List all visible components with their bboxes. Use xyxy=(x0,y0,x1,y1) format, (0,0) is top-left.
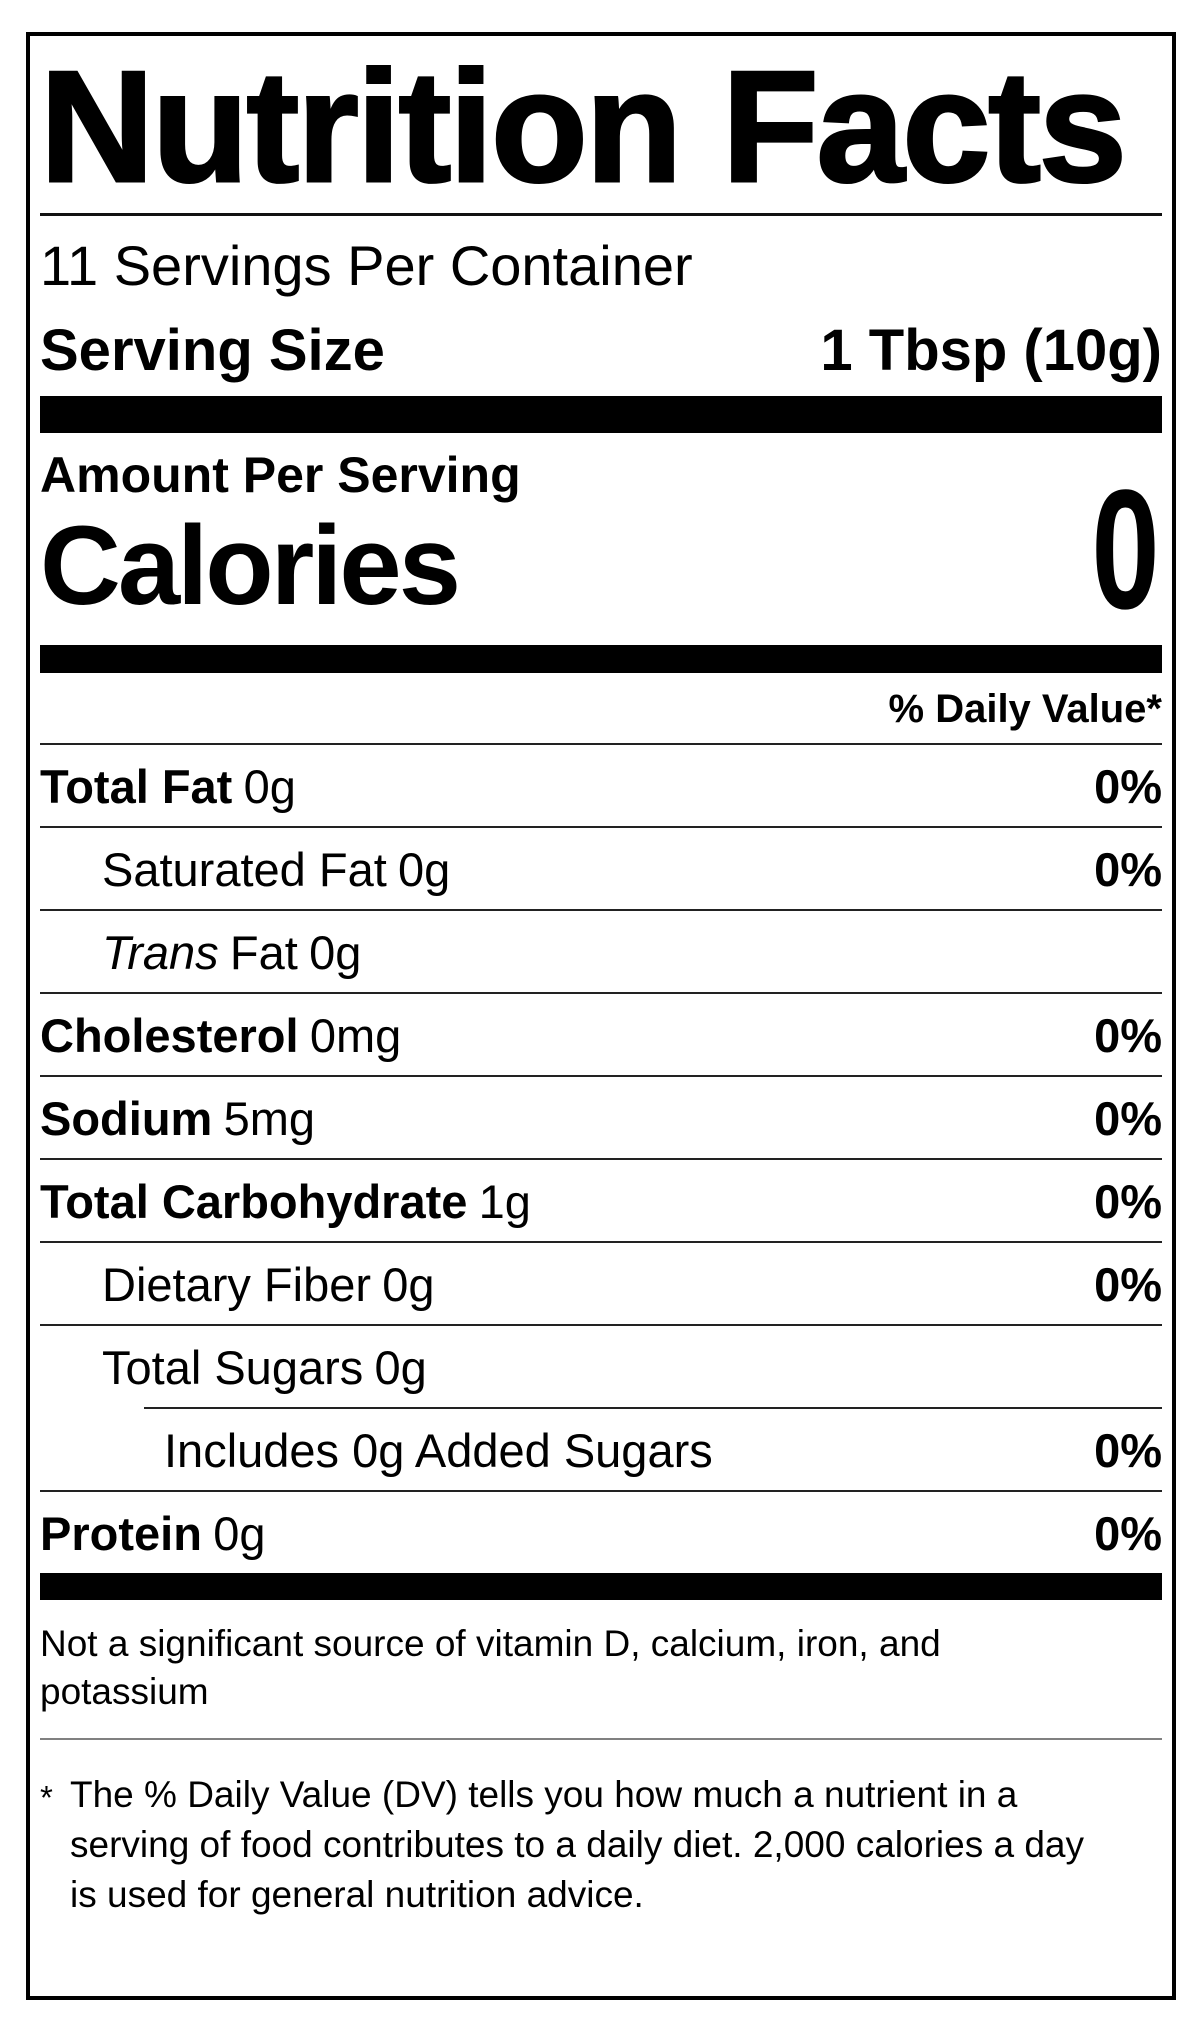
nutrient-name: Protein xyxy=(40,1506,202,1560)
nutrient-amount: 0g xyxy=(243,759,296,813)
nutrient-name: Sodium xyxy=(40,1091,213,1145)
nutrient-row: Dietary Fiber 0g 0% xyxy=(40,1240,1162,1324)
nutrition-label: Nutrition Facts 11 Servings Per Containe… xyxy=(26,32,1176,2000)
nutrient-daily-value: 0% xyxy=(1094,1423,1162,1477)
nutrient-name: Includes 0g Added Sugars xyxy=(164,1423,713,1477)
not-significant-note: Not a significant source of vitamin D, c… xyxy=(40,1622,941,1712)
nutrient-label-group: Total Sugars 0g xyxy=(102,1341,427,1394)
nutrient-name: Total Sugars xyxy=(102,1340,364,1394)
nutrient-label-group: Sodium 5mg xyxy=(40,1092,315,1145)
label-title: Nutrition Facts xyxy=(39,39,1129,215)
nutrient-amount: 0g xyxy=(213,1506,266,1560)
nutrient-label-group: Total Carbohydrate 1g xyxy=(40,1175,531,1228)
nutrient-name: Total Carbohydrate xyxy=(40,1174,468,1228)
title-rule xyxy=(40,212,1162,216)
nutrient-row: Sodium 5mg 0% xyxy=(40,1074,1162,1158)
footnote-marker: * xyxy=(40,1778,53,1816)
servings-per-container: 11 Servings Per Container xyxy=(40,233,693,297)
serving-size-value: 1 Tbsp (10g) xyxy=(820,318,1162,384)
daily-value-header: % Daily Value* xyxy=(888,686,1162,731)
thick-bar-mid xyxy=(40,644,1162,673)
nutrient-row: Total Carbohydrate 1g 0% xyxy=(40,1157,1162,1241)
calories-label: Calories xyxy=(40,503,461,629)
nutrient-name: Total Fat xyxy=(40,759,233,813)
nutrient-row: Total Sugars 0g xyxy=(40,1323,1162,1407)
nutrient-label-group: Includes 0g Added Sugars xyxy=(164,1424,713,1477)
footnote-text: The % Daily Value (DV) tells you how muc… xyxy=(70,1773,1084,1915)
nutrient-amount: 0g xyxy=(374,1340,427,1394)
calories-section: Amount Per Serving Calories 0 xyxy=(40,433,1162,645)
nutrient-daily-value: 0% xyxy=(1094,1174,1162,1228)
nutrient-amount: 5mg xyxy=(223,1091,316,1145)
nutrient-row: Cholesterol 0mg 0% xyxy=(40,991,1162,1075)
nutrient-label-group: Saturated Fat 0g xyxy=(102,843,450,896)
nutrient-label-group: Dietary Fiber 0g xyxy=(102,1258,435,1311)
nutrient-amount: 1g xyxy=(478,1174,531,1228)
nutrient-amount: 0g xyxy=(309,925,362,979)
nutrient-label-group: Cholesterol 0mg xyxy=(40,1009,401,1062)
nutrient-amount: 0mg xyxy=(309,1008,402,1062)
nutrient-daily-value: 0% xyxy=(1094,842,1162,896)
nutrient-row: Saturated Fat 0g 0% xyxy=(40,825,1162,909)
nutrient-name: Fat xyxy=(229,925,298,979)
serving-size-row: Serving Size 1 Tbsp (10g) xyxy=(40,316,1162,386)
nutrient-name: Saturated Fat xyxy=(102,842,387,896)
nutrient-name: Cholesterol xyxy=(40,1008,299,1062)
nutrient-row: Trans Fat 0g xyxy=(40,908,1162,992)
nutrient-row: Total Fat 0g 0% xyxy=(40,742,1162,826)
thick-bar-bottom xyxy=(40,1572,1162,1600)
nutrient-amount: 0g xyxy=(398,842,451,896)
nutrient-row: Includes 0g Added Sugars 0% xyxy=(40,1406,1162,1490)
nutrient-rows: Total Fat 0g 0% Saturated Fat 0g 0% Trans F… xyxy=(40,742,1162,1573)
nutrient-daily-value: 0% xyxy=(1094,759,1162,813)
nutrient-daily-value: 0% xyxy=(1094,1008,1162,1062)
thick-bar-top xyxy=(40,396,1162,434)
serving-size-label: Serving Size xyxy=(40,318,385,384)
nutrient-name-italic: Trans xyxy=(102,925,219,979)
nutrient-label-group: Trans Fat 0g xyxy=(102,926,361,979)
nutrient-name: Dietary Fiber xyxy=(102,1257,372,1311)
nutrient-daily-value: 0% xyxy=(1094,1506,1162,1560)
nutrient-amount: 0g xyxy=(382,1257,435,1311)
nutrient-daily-value: 0% xyxy=(1094,1091,1162,1145)
nutrient-daily-value: 0% xyxy=(1094,1257,1162,1311)
footnote: * The % Daily Value (DV) tells you how m… xyxy=(40,1740,1162,1920)
amount-per-serving-label: Amount Per Serving xyxy=(40,447,521,504)
nutrient-label-group: Protein 0g xyxy=(40,1507,265,1560)
nutrient-label-group: Total Fat 0g xyxy=(40,760,296,813)
partial-rule xyxy=(144,1406,1162,1409)
calories-value: 0 xyxy=(1091,454,1160,645)
footnote-rule xyxy=(40,1737,1162,1740)
nutrient-row: Protein 0g 0% xyxy=(40,1489,1162,1573)
